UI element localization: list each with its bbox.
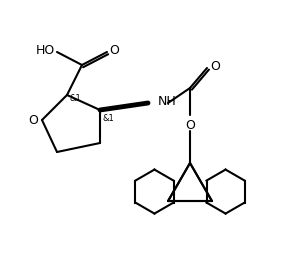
- Text: HO: HO: [36, 43, 55, 56]
- Text: O: O: [28, 113, 38, 126]
- Text: NH: NH: [158, 95, 177, 108]
- Text: O: O: [109, 43, 119, 56]
- Text: &1: &1: [102, 113, 114, 123]
- Text: &1: &1: [69, 93, 81, 103]
- Text: O: O: [210, 59, 220, 73]
- Text: O: O: [185, 118, 195, 131]
